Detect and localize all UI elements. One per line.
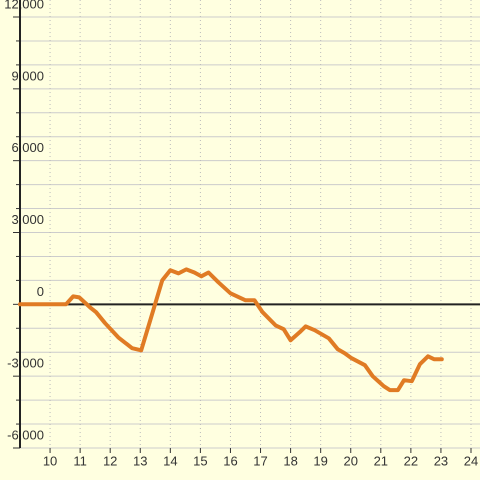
x-tick-label: 11 bbox=[73, 453, 87, 468]
y-tick-label: 0 bbox=[37, 284, 44, 299]
x-tick-label: 22 bbox=[404, 453, 418, 468]
x-tick-label: 10 bbox=[43, 453, 57, 468]
y-tick-label: 3,000 bbox=[11, 212, 44, 227]
x-tick-label: 12 bbox=[103, 453, 117, 468]
y-tick-label: -6,000 bbox=[7, 427, 44, 442]
data-line bbox=[18, 267, 444, 393]
x-tick-label: 23 bbox=[434, 453, 448, 468]
x-tick-label: 21 bbox=[374, 453, 388, 468]
x-tick-label: 17 bbox=[253, 453, 267, 468]
y-tick-label: -3,000 bbox=[7, 356, 44, 371]
x-tick-label: 15 bbox=[193, 453, 207, 468]
x-tick-label: 24 bbox=[464, 453, 478, 468]
y-tick-label: 9,000 bbox=[11, 68, 44, 83]
x-tick-label: 19 bbox=[313, 453, 327, 468]
x-tick-label: 18 bbox=[283, 453, 297, 468]
x-tick-label: 20 bbox=[343, 453, 357, 468]
x-tick-label: 13 bbox=[133, 453, 147, 468]
y-tick-label: 6,000 bbox=[11, 140, 44, 155]
x-tick-label: 16 bbox=[223, 453, 237, 468]
x-tick-label: 14 bbox=[163, 453, 177, 468]
y-tick-label: 12,000 bbox=[4, 0, 44, 11]
